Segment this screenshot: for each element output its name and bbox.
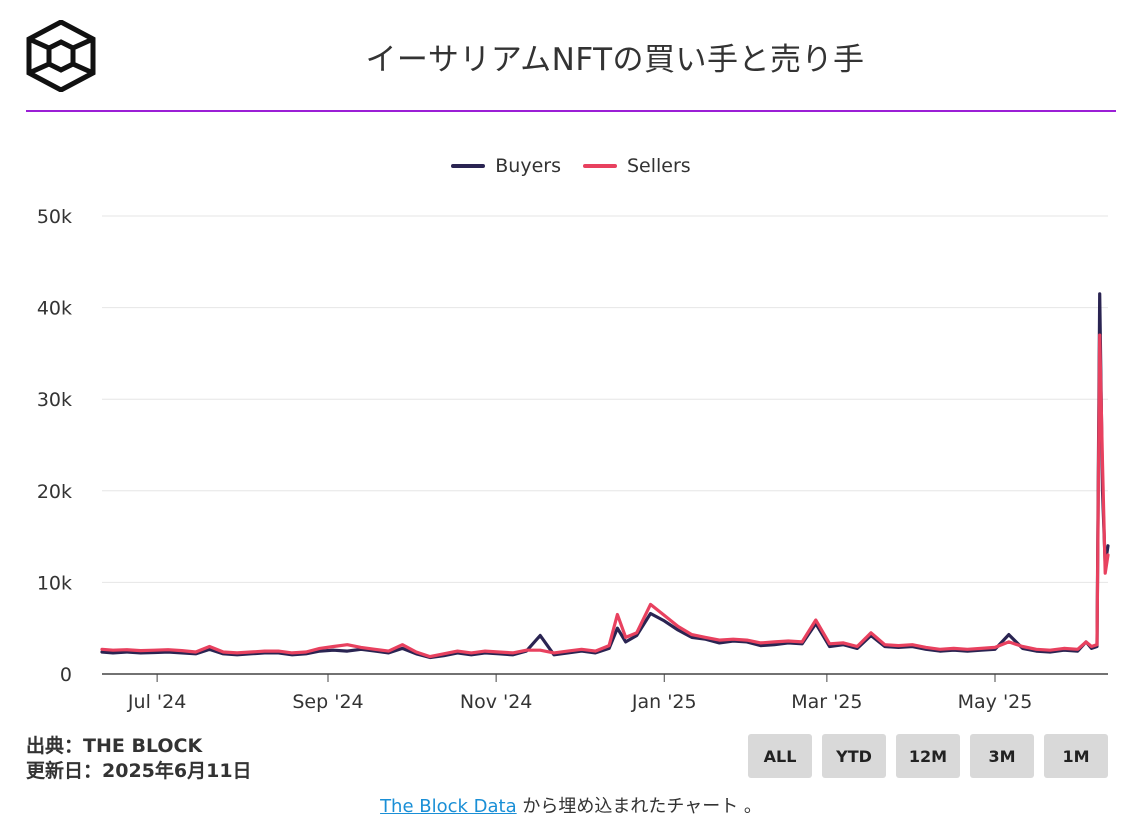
header-divider [26,110,1116,112]
source-credit: 出典：THE BLOCK [26,735,203,757]
updated-date: 更新日：2025年6月11日 [26,760,252,782]
legend-swatch-sellers [583,164,617,168]
y-tick-label: 20k [37,481,72,503]
legend-label-buyers: Buyers [495,155,561,177]
x-tick-label: Jul '24 [127,691,186,713]
x-tick-label: Jan '25 [631,691,697,713]
x-tick-label: Mar '25 [791,691,862,713]
chart-legend: Buyers Sellers [0,155,1142,177]
the-block-data-link[interactable]: The Block Data [380,796,517,817]
legend-label-sellers: Sellers [627,155,691,177]
range-button-all[interactable]: ALL [748,734,812,778]
y-tick-label: 40k [37,298,72,320]
embed-attribution: The Block Data から埋め込まれたチャート 。 [0,792,1142,818]
chart-title: イーサリアムNFTの買い手と売り手 [365,42,865,78]
line-chart: 0 10k 20k 30k 40k 50k Jul '24 Sep '24 Nov '24 Jan… [37,206,1110,713]
legend-item-sellers[interactable]: Sellers [583,155,691,177]
range-button-3m[interactable]: 3M [970,734,1034,778]
y-tick-label: 0 [60,664,72,686]
embed-attribution-text: から埋め込まれたチャート 。 [516,796,762,817]
y-tick-label: 10k [37,572,72,594]
series-line-sellers [100,333,1110,659]
range-button-ytd[interactable]: YTD [822,734,886,778]
legend-swatch-buyers [451,164,486,168]
legend-item-buyers[interactable]: Buyers [451,155,561,177]
chart-credits: 出典：THE BLOCK 更新日：2025年6月11日 [26,734,252,784]
x-tick-label: Sep '24 [292,691,363,713]
y-tick-label: 50k [37,206,72,228]
the-block-cube-logo-icon [26,20,96,92]
series-line-buyers [100,292,1110,660]
range-button-1m[interactable]: 1M [1044,734,1108,778]
range-button-group: ALL YTD 12M 3M 1M [748,734,1108,778]
range-button-12m[interactable]: 12M [896,734,960,778]
x-tick-label: May '25 [958,691,1033,713]
y-tick-label: 30k [37,389,72,411]
x-tick-label: Nov '24 [460,691,533,713]
